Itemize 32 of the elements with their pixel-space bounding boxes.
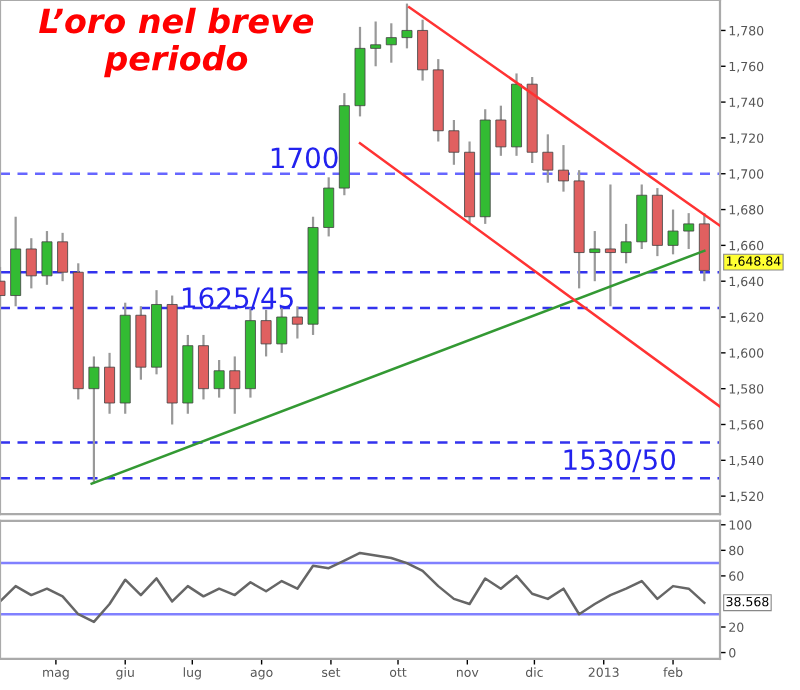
candlestick (448, 118, 460, 166)
candlestick (401, 2, 413, 50)
candlestick (291, 305, 303, 340)
text: L’oro nel breve periodo (39, 7, 314, 78)
candlestick (683, 212, 695, 251)
candlestick (620, 222, 632, 265)
candlestick (667, 208, 679, 256)
candlestick (57, 231, 69, 283)
candlestick (495, 104, 507, 157)
candlestick (417, 18, 429, 82)
candlestick (25, 237, 37, 290)
candlestick (698, 212, 710, 283)
candlestick (604, 183, 616, 308)
candlestick (104, 351, 116, 415)
candlestick (542, 133, 554, 184)
annotation: 1530/50 (564, 449, 676, 473)
candlestick (323, 176, 335, 238)
candlestick (10, 215, 22, 308)
candlestick (370, 20, 382, 68)
candlestick (636, 183, 648, 251)
candlestick (558, 143, 569, 193)
candlestick (589, 229, 601, 283)
candlestick (229, 355, 241, 415)
candlestick (260, 308, 272, 358)
candlestick (88, 355, 100, 485)
candlestick (385, 22, 397, 64)
candlestick (213, 358, 225, 399)
annotation: 1700 (271, 147, 338, 169)
line-series (0, 551, 706, 624)
candlestick (41, 229, 53, 286)
candlestick (198, 333, 209, 401)
annotation: 1625/45 (182, 287, 293, 311)
